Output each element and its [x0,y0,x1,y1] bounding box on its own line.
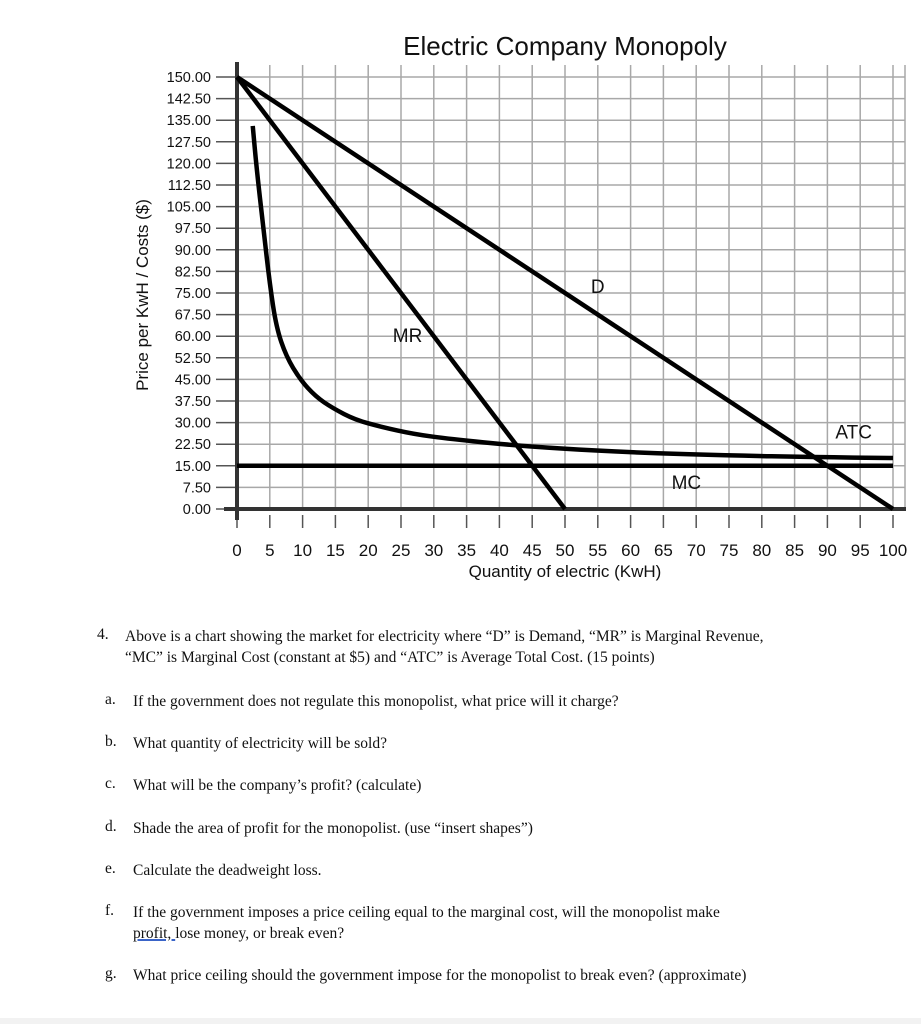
mr-curve [235,75,567,511]
x-tick-label: 10 [293,541,312,560]
axes: 0 5 10 15 20 25 30 35 40 45 50 55 60 65 70 75 80 85 90 95 10… [167,62,907,560]
item-letter: c. [105,775,116,792]
monopoly-chart: Electric Company Monopoly Price per KwH … [133,31,907,581]
y-tick-label: 75.00 [175,286,211,302]
y-tick-label: 37.50 [175,394,211,410]
item-text: If the government imposes a price ceilin… [133,904,720,921]
x-tick-label: 55 [588,541,607,560]
x-tick-label: 50 [556,541,575,560]
x-tick-label: 100 [879,541,907,560]
profit-link[interactable]: profit, [133,925,176,942]
x-tick-label: 90 [818,541,837,560]
x-tick-label: 25 [392,541,411,560]
x-tick-label: 15 [326,541,345,560]
item-letter: g. [105,965,117,982]
series-group: D MR MC ATC [235,75,895,511]
y-axis-label: Price per KwH / Costs ($) [133,199,152,391]
d-label: D [591,277,605,298]
item-text: Shade the area of profit for the monopol… [133,820,533,837]
item-text-rest: lose money, or break even? [175,925,345,942]
y-tick-label: 135.00 [167,113,211,129]
y-tick-label: 45.00 [175,372,211,388]
x-tick-label: 75 [720,541,739,560]
y-tick-label: 15.00 [175,459,211,475]
x-tick-label: 65 [654,541,673,560]
y-tick-label: 150.00 [167,70,211,86]
y-tick-label: 82.50 [175,264,211,280]
x-tick-label: 0 [232,541,241,560]
item-letter: e. [105,860,116,877]
question-intro-line2: “MC” is Marginal Cost (constant at $5) a… [125,649,655,666]
atc-label: ATC [835,422,872,443]
x-tick-label: 70 [687,541,706,560]
x-tick-label: 60 [621,541,640,560]
y-tick-label: 52.50 [175,351,211,367]
question-intro-line1: Above is a chart showing the market for … [125,628,764,645]
x-tick-label: 45 [523,541,542,560]
x-tick-label: 95 [851,541,870,560]
item-text: What will be the company’s profit? (calc… [133,777,422,794]
question-number: 4. [97,626,109,643]
item-text: What price ceiling should the government… [133,967,747,984]
x-tick-label: 30 [424,541,443,560]
item-text-line2: profit, lose money, or break even? [133,923,344,944]
d-curve [235,75,895,511]
mc-label: MC [672,473,702,494]
item-text: What quantity of electricity will be sol… [133,735,387,752]
y-tick-label: 142.50 [167,92,211,108]
y-tick-label: 0.00 [183,502,211,518]
atc-curve [250,125,894,461]
item-text: If the government does not regulate this… [133,693,619,710]
y-tick-label: 120.00 [167,156,211,172]
item-text: Calculate the deadweight loss. [133,862,322,879]
item-letter: f. [105,902,115,919]
y-tick-label: 112.50 [168,178,211,194]
x-axis-label: Quantity of electric (KwH) [469,562,662,581]
x-tick-label: 80 [752,541,771,560]
chart-title: Electric Company Monopoly [403,31,727,61]
y-tick-label: 105.00 [167,200,211,216]
x-tick-label: 85 [785,541,804,560]
item-letter: d. [105,818,117,835]
y-tick-label: 67.50 [175,308,211,324]
mr-label: MR [393,326,423,347]
y-tick-label: 22.50 [175,437,211,453]
y-tick-label: 97.50 [175,221,211,237]
x-tick-label: 40 [490,541,509,560]
x-tick-label: 20 [359,541,378,560]
grid [237,65,906,509]
y-tick-label: 7.50 [183,480,211,496]
x-tick-label: 5 [265,541,274,560]
y-tick-label: 127.50 [167,135,211,151]
y-tick-label: 90.00 [175,243,211,259]
page-edge [0,1018,921,1024]
item-letter: b. [105,733,117,750]
x-tick-label: 35 [457,541,476,560]
y-tick-label: 30.00 [175,416,211,432]
y-tick-label: 60.00 [175,329,211,345]
item-letter: a. [105,691,116,708]
